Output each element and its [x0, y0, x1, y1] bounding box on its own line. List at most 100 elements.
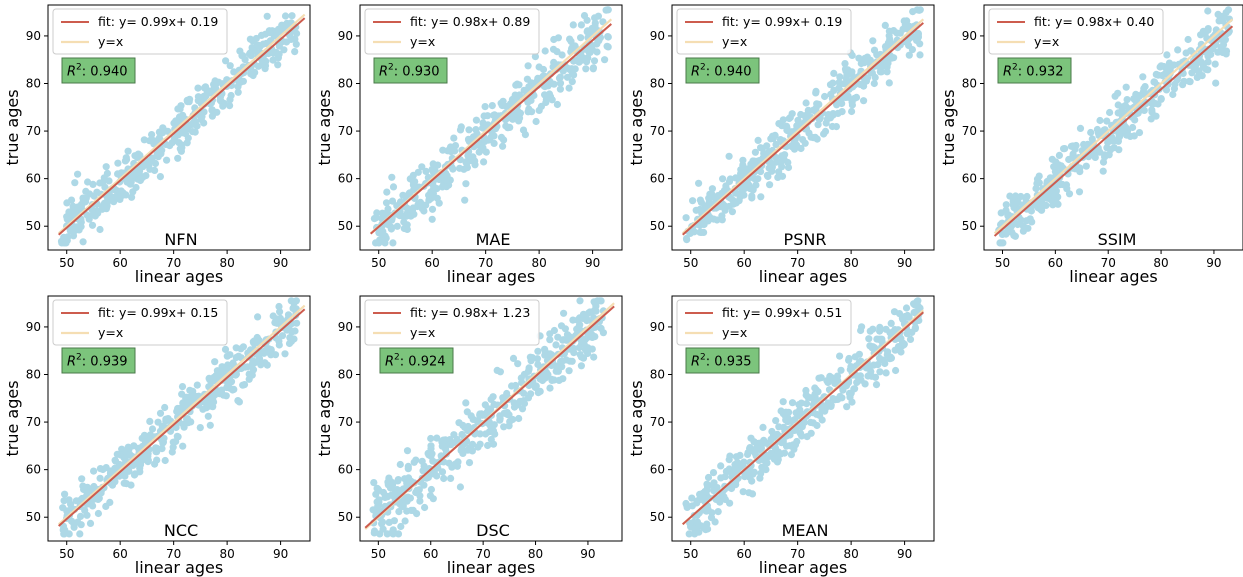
- legend: fit: y= 0.98x+ 1.23 y=x: [364, 299, 540, 346]
- scatter-point: [239, 343, 247, 351]
- scatter-point: [388, 197, 397, 205]
- scatter-point: [1140, 106, 1148, 114]
- r2-label: R2: 0.940: [67, 63, 128, 80]
- scatter-point: [549, 45, 558, 53]
- x-tick-label: 60: [1048, 256, 1063, 270]
- r2-exponent: 2: [388, 63, 394, 73]
- scatter-point: [189, 120, 198, 128]
- scatter-point: [881, 21, 889, 29]
- scatter-point: [280, 46, 288, 54]
- scatter-point: [890, 27, 898, 35]
- scatter-point: [851, 353, 859, 361]
- scatter-point: [1188, 69, 1196, 77]
- scatter-point: [786, 442, 794, 450]
- scatter-point: [882, 369, 890, 377]
- scatter-point: [892, 366, 900, 375]
- y-axis-label: true ages: [939, 89, 958, 165]
- scatter-point: [511, 381, 520, 390]
- scatter-point: [88, 221, 97, 229]
- scatter-point: [569, 21, 577, 29]
- scatter-point: [897, 348, 905, 356]
- scatter-point: [394, 476, 402, 484]
- scatter-point: [528, 354, 536, 362]
- scatter-point: [782, 408, 790, 416]
- scatter-point: [381, 493, 389, 501]
- panel-title: MEAN: [782, 521, 829, 540]
- scatter-point: [405, 474, 413, 482]
- scatter-point: [604, 43, 612, 51]
- scatter-point: [387, 225, 395, 233]
- scatter-point: [688, 494, 696, 502]
- scatter-point: [284, 311, 293, 319]
- scatter-point: [1186, 78, 1194, 86]
- scatter-point: [762, 466, 770, 474]
- scatter-point: [696, 196, 705, 204]
- scatter-point: [1006, 192, 1014, 200]
- scatter-point: [844, 93, 852, 101]
- scatter-point: [1135, 129, 1144, 137]
- r2-label: R2: 0.939: [67, 353, 128, 370]
- scatter-point: [451, 142, 460, 150]
- scatter-point: [1154, 100, 1162, 108]
- identity-line: [993, 18, 1234, 235]
- scatter-point: [463, 164, 471, 172]
- scatter-point: [695, 179, 703, 187]
- scatter-point: [532, 117, 540, 126]
- scatter-point: [239, 381, 247, 389]
- scatter-point: [1076, 124, 1085, 132]
- axes-frame: [983, 4, 1243, 251]
- scatter-point: [869, 325, 877, 333]
- scatter-point: [421, 503, 429, 512]
- scatter-point: [559, 375, 567, 383]
- scatter-point: [703, 480, 711, 488]
- scatter-point: [290, 335, 298, 343]
- r2-value: : 0.939: [82, 355, 128, 370]
- scatter-point: [86, 519, 95, 528]
- y-tick-label: 60: [26, 463, 41, 477]
- scatter-point: [534, 389, 542, 397]
- scatter-point: [76, 530, 84, 538]
- panel-title: SSIM: [1098, 230, 1137, 249]
- scatter-point: [226, 62, 234, 70]
- scatter-point: [751, 450, 759, 458]
- y-tick-label: 60: [962, 172, 977, 186]
- scatter-point: [111, 464, 119, 472]
- scatter-point: [843, 72, 851, 80]
- scatter-point: [1187, 47, 1195, 55]
- scatter-point: [576, 297, 584, 305]
- scatter-point: [177, 147, 185, 155]
- scatter-point: [788, 417, 796, 425]
- scatter-point: [183, 415, 191, 423]
- legend: fit: y= 0.99x+ 0.15 y=x: [52, 299, 228, 346]
- scatter-point: [126, 180, 134, 188]
- r2-annotation: R2: 0.940: [61, 57, 136, 84]
- scatter-point: [766, 181, 774, 189]
- scatter-point: [760, 149, 768, 157]
- scatter-point: [117, 187, 125, 195]
- scatter-point: [829, 79, 837, 87]
- scatter-point: [193, 381, 201, 389]
- scatter-point: [400, 218, 408, 226]
- scatter-point: [596, 297, 604, 305]
- scatter-point: [906, 335, 915, 343]
- scatter-point: [208, 106, 216, 114]
- scatter-point: [234, 397, 242, 405]
- scatter-point: [775, 168, 783, 176]
- scatter-point: [413, 486, 421, 494]
- scatter-point: [281, 12, 290, 20]
- scatter-point: [169, 438, 177, 446]
- scatter-point: [140, 431, 149, 439]
- scatter-point: [851, 385, 859, 393]
- scatter-point: [1140, 84, 1148, 93]
- scatter-point: [763, 142, 771, 150]
- scatter-point: [805, 129, 813, 137]
- scatter-point: [775, 120, 783, 128]
- scatter-point: [718, 212, 726, 220]
- scatter-point: [802, 391, 810, 399]
- scatter-point: [534, 347, 542, 355]
- x-axis-label: linear ages: [135, 267, 223, 286]
- scatter-point: [1046, 174, 1054, 182]
- scatter-point: [905, 328, 913, 336]
- scatter-point: [403, 447, 412, 455]
- scatter-point: [285, 339, 294, 348]
